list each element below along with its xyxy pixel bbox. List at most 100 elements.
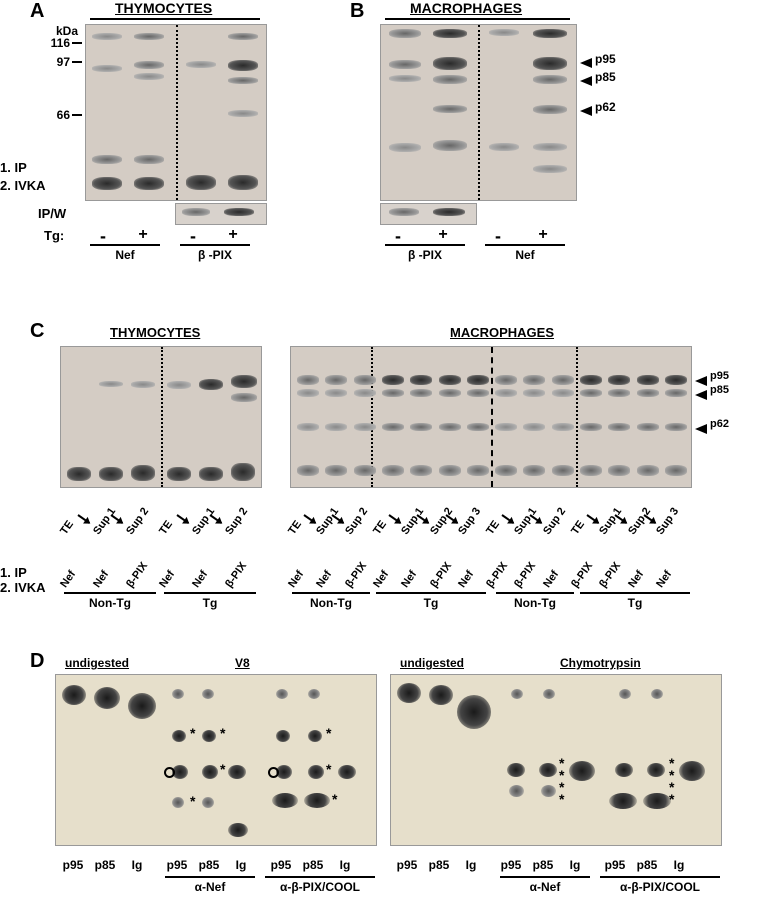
band	[389, 29, 421, 38]
lane-label: Ig	[122, 858, 152, 872]
mw-tick-mark	[72, 61, 82, 63]
spot	[308, 730, 322, 742]
panel-c-letter: C	[30, 320, 44, 343]
band	[552, 423, 574, 431]
header-rule	[385, 18, 570, 20]
band	[467, 423, 489, 431]
arrow-icon	[303, 514, 316, 524]
band	[186, 175, 216, 190]
band	[92, 33, 122, 40]
lane-label: TE	[484, 519, 502, 537]
lane-label: Sup 2	[223, 506, 250, 537]
spot	[457, 695, 491, 729]
spot	[228, 765, 246, 779]
lane-label: Sup 2	[343, 506, 370, 537]
lane-label: Sup 3	[654, 506, 681, 537]
gel-c-left	[60, 346, 262, 488]
band	[665, 389, 687, 397]
band	[354, 375, 376, 385]
spot	[619, 689, 631, 699]
lane-label: β-PIX	[597, 560, 623, 590]
band	[637, 423, 659, 431]
band	[224, 208, 254, 216]
lane-label: Nef	[190, 569, 210, 590]
lane-label: Sup 2	[541, 506, 568, 537]
band	[228, 77, 258, 84]
band	[199, 467, 223, 481]
lane-label: p85	[632, 858, 662, 872]
lane-label: p95	[266, 858, 296, 872]
spot	[202, 730, 216, 742]
spot	[647, 763, 665, 777]
spot	[397, 683, 421, 703]
band	[533, 75, 567, 84]
lane-label: Ig	[226, 858, 256, 872]
band	[433, 29, 467, 38]
spot	[94, 687, 120, 709]
spot	[609, 793, 637, 809]
lane-label: p85	[90, 858, 120, 872]
band	[665, 375, 687, 385]
star-icon: *	[220, 725, 225, 741]
band	[131, 381, 155, 388]
band	[389, 60, 421, 69]
lane-label: p85	[194, 858, 224, 872]
group-rule	[180, 244, 250, 246]
band	[608, 389, 630, 397]
gel-a	[85, 24, 267, 201]
band	[433, 75, 467, 84]
star-icon: *	[332, 791, 337, 807]
lane-label: p95	[162, 858, 192, 872]
tg-label: Tg:	[44, 228, 64, 243]
band	[608, 423, 630, 431]
arrow-icon	[176, 514, 189, 524]
band	[354, 389, 376, 397]
band	[134, 73, 164, 80]
band	[523, 465, 545, 476]
lane-label: β-PIX	[223, 560, 249, 590]
gel-d-v8: * * * * * * *	[55, 674, 377, 846]
spot	[539, 763, 557, 777]
band	[580, 465, 602, 476]
band	[433, 57, 467, 70]
group-label: α-β-PIX/COOL	[265, 880, 375, 894]
mw-tick-mark	[72, 114, 82, 116]
band	[523, 423, 545, 431]
group-label: β -PIX	[385, 248, 465, 262]
band	[637, 389, 659, 397]
band	[297, 375, 319, 385]
group-label: Tg	[164, 596, 256, 610]
group-rule	[485, 244, 565, 246]
band	[92, 65, 122, 72]
enzyme-label: Chymotrypsin	[560, 656, 641, 670]
group-label: Nef	[485, 248, 565, 262]
spot	[429, 685, 453, 705]
lane-label: Nef	[314, 569, 334, 590]
arrow-icon	[580, 76, 592, 86]
lane-divider	[478, 25, 480, 200]
band	[231, 393, 257, 402]
band	[637, 375, 659, 385]
lane-label: Sup 1	[91, 506, 118, 537]
band	[99, 467, 123, 481]
band	[439, 423, 461, 431]
band	[433, 140, 467, 151]
star-icon: *	[326, 761, 331, 777]
gel-d-chymo: * * * * * * * *	[390, 674, 722, 846]
spot	[615, 763, 633, 777]
band	[433, 105, 467, 113]
band	[167, 467, 191, 481]
band	[231, 375, 257, 388]
band	[580, 423, 602, 431]
c-right-header: MACROPHAGES	[450, 325, 554, 340]
lane-label: p85	[298, 858, 328, 872]
band	[297, 465, 319, 476]
lane-label: Sup 3	[456, 506, 483, 537]
lane-label: Nef	[286, 569, 306, 590]
tg-val: +	[136, 226, 150, 244]
panel-a-header: THYMOCYTES	[115, 0, 212, 16]
spot	[272, 793, 298, 808]
spot	[172, 797, 184, 808]
arrow-label: p85	[710, 384, 729, 396]
spot	[643, 793, 671, 809]
